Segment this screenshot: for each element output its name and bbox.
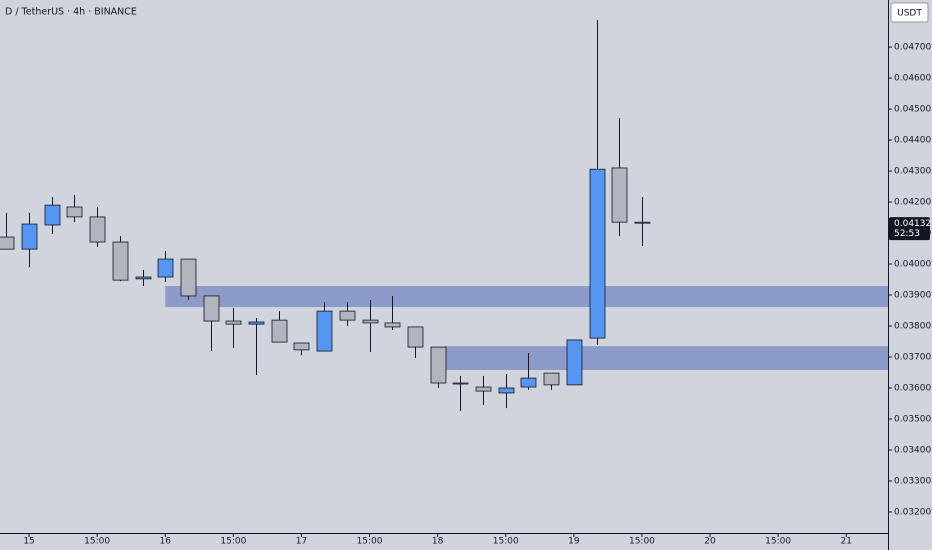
candle-body [157, 258, 174, 278]
candle-body [203, 295, 220, 322]
candle-body [89, 216, 106, 243]
candle-body [407, 326, 424, 348]
y-tick-label: 0.03200 [894, 507, 931, 517]
candle-body [112, 241, 129, 281]
candles [0, 20, 651, 411]
candle-body [634, 221, 651, 224]
y-tick-label: 0.04500 [894, 105, 931, 115]
x-tick-label: 15:00 [84, 537, 110, 547]
y-tick-label: 0.04200 [894, 198, 931, 208]
x-tick-label: 15:00 [493, 537, 519, 547]
y-tick-label: 0.04400 [894, 136, 931, 146]
y-tick-label: 0.04000 [894, 260, 931, 270]
y-tick-label: 0.03500 [894, 414, 931, 424]
y-tick-label: 0.04300 [894, 167, 931, 177]
candle-body [316, 310, 333, 352]
candle-body [452, 382, 469, 385]
x-tick-label: 15:00 [629, 537, 655, 547]
price-zone [165, 286, 889, 308]
y-tick-label: 0.03800 [894, 321, 931, 331]
candle-body [293, 342, 310, 351]
candle-body [225, 320, 242, 325]
x-tick-label: 15:00 [220, 537, 246, 547]
y-tick-label: 0.03300 [894, 476, 931, 486]
x-tick-label: 21 [841, 537, 852, 547]
x-tick-label: 15 [23, 537, 34, 547]
candle-body [44, 204, 61, 226]
y-tick-label: 0.04600 [894, 74, 931, 84]
candle-body [384, 322, 401, 328]
x-tick-label: 17 [296, 537, 307, 547]
candle-body [589, 168, 606, 339]
candle-body [66, 206, 83, 218]
candle-body [475, 386, 492, 392]
x-tick-label: 16 [160, 537, 172, 547]
countdown-label: 52:53 [894, 229, 920, 239]
candle-body [611, 167, 628, 223]
x-tick-label: 19 [568, 537, 580, 547]
x-tick-label: 15:00 [765, 537, 791, 547]
currency-button[interactable] [890, 2, 929, 23]
candle-body [0, 236, 15, 250]
y-tick-label: 0.03600 [894, 383, 931, 393]
x-tick-label: 20 [704, 537, 716, 547]
y-tick-label: 0.03900 [894, 291, 931, 301]
candle-body [271, 319, 288, 343]
axes: 0.03200 0.03300 0.03400 0.03500 0.03600 0.037… [23, 43, 931, 547]
x-tick-label: 18 [432, 537, 444, 547]
candle-body [362, 319, 379, 324]
candle-body [430, 346, 447, 384]
last-price-box [889, 217, 930, 241]
candle-body [339, 310, 356, 321]
price-zone [444, 346, 888, 371]
candle-body [135, 276, 152, 280]
candle-body [566, 339, 583, 386]
candle-body [248, 321, 265, 325]
candle-body [21, 223, 38, 250]
currency-label[interactable]: USDT [897, 9, 922, 19]
y-tick-label: 0.04700 [894, 43, 931, 53]
candle-body [543, 372, 560, 386]
candle-body [520, 377, 537, 388]
x-tick-label: 15:00 [357, 537, 383, 547]
last-price-label: 0.04132 [894, 219, 931, 229]
candle-body [498, 387, 515, 394]
candle-body [180, 258, 197, 297]
y-tick-label: 0.03400 [894, 445, 931, 455]
zones [165, 286, 889, 371]
y-tick-label: 0.03700 [894, 352, 931, 362]
chart-title: D / TetherUS · 4h · BINANCE [5, 7, 137, 18]
